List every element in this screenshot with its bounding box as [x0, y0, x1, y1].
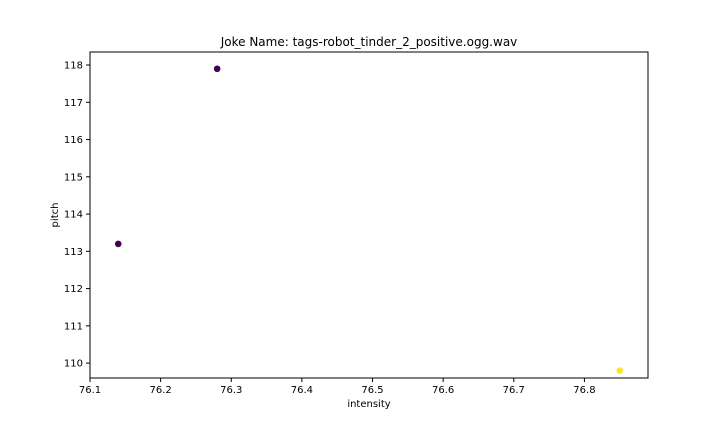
y-tick-label: 117	[64, 98, 83, 109]
x-tick-label: 76.3	[220, 385, 242, 396]
y-tick-label: 118	[64, 61, 83, 72]
chart-title: Joke Name: tags-robot_tinder_2_positive.…	[220, 35, 518, 49]
y-tick-label: 111	[64, 321, 83, 332]
y-tick-label: 110	[64, 359, 83, 370]
y-tick-label: 116	[64, 135, 83, 146]
x-tick-label: 76.5	[361, 385, 383, 396]
x-axis-label: intensity	[347, 399, 390, 410]
y-tick-label: 112	[64, 284, 83, 295]
x-tick-label: 76.7	[503, 385, 525, 396]
x-tick-label: 76.2	[150, 385, 172, 396]
y-tick-label: 113	[64, 247, 83, 258]
y-tick-label: 115	[64, 172, 83, 183]
x-tick-label: 76.1	[79, 385, 101, 396]
x-tick-label: 76.6	[432, 385, 454, 396]
y-axis-label: pitch	[50, 203, 61, 228]
plot-area-frame	[89, 51, 649, 379]
data-points	[114, 65, 624, 374]
x-tick-label: 76.8	[573, 385, 595, 396]
axis-ticks: 76.1 76.2 76.3 76.4 76.5 76.6 76.7 76.8 110 111 11…	[64, 61, 596, 396]
scatter-point	[213, 65, 221, 73]
scatter-point	[616, 367, 624, 374]
x-tick-label: 76.4	[291, 385, 313, 396]
scatter-point	[114, 240, 122, 248]
y-tick-label: 114	[64, 210, 83, 221]
